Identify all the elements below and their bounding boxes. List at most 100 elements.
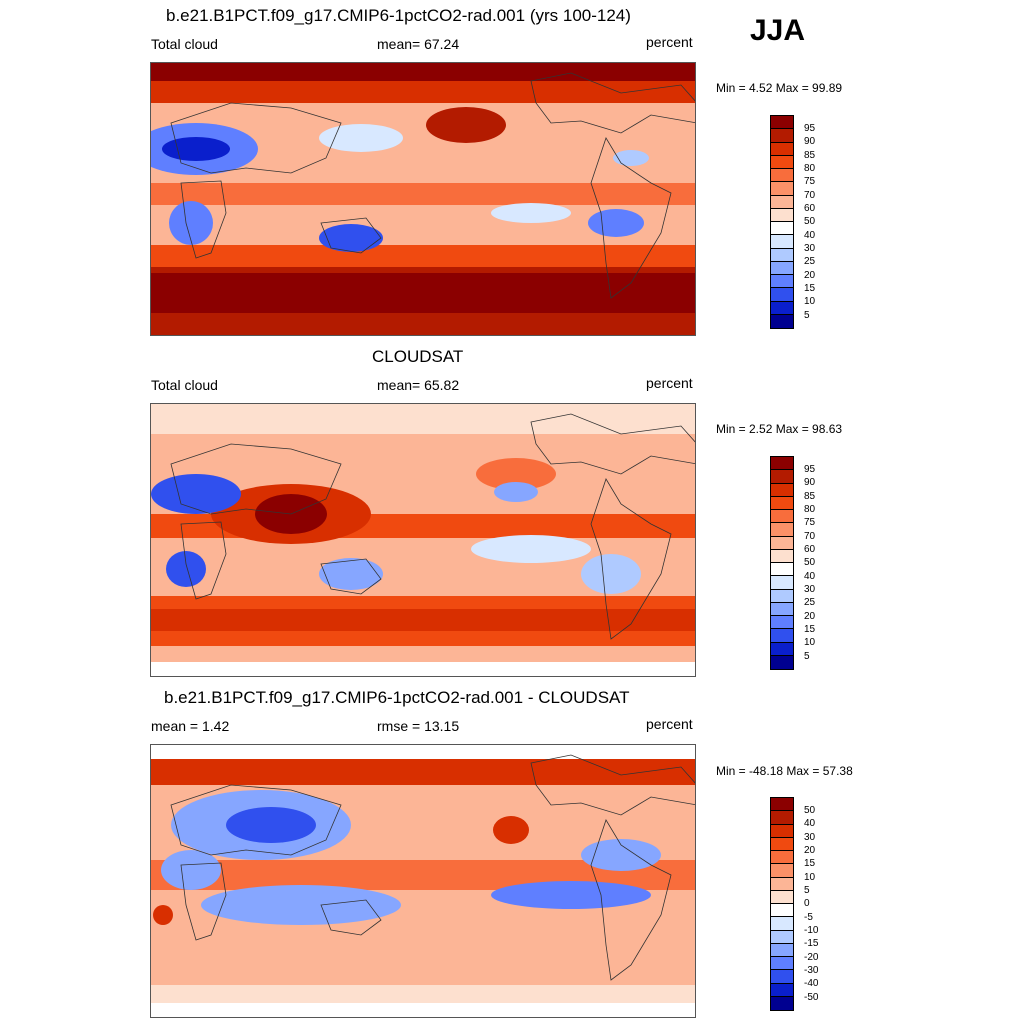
panel-1-colorbar-tick: 5 — [804, 310, 810, 321]
colorbar-segment — [771, 222, 793, 236]
panel-2-units-label: percent — [646, 375, 693, 391]
panel-2-colorbar-tick: 10 — [804, 637, 816, 648]
colorbar-segment — [771, 957, 793, 971]
panel-2-map — [150, 403, 696, 677]
colorbar-segment — [771, 917, 793, 931]
panel-2-colorbar-tick: 95 — [804, 464, 816, 475]
panel-2-colorbar-tick: 90 — [804, 477, 816, 488]
panel-3-colorbar-tick: 10 — [804, 872, 816, 883]
panel-1-colorbar-tick: 80 — [804, 163, 816, 174]
panel-1-contour-field — [151, 63, 695, 335]
panel-1-colorbar-tick: 20 — [804, 270, 816, 281]
panel-3-colorbar-tick: -5 — [804, 912, 813, 923]
colorbar-segment — [771, 904, 793, 918]
colorbar-segment — [771, 811, 793, 825]
panel-1-title: b.e21.B1PCT.f09_g17.CMIP6-1pctCO2-rad.00… — [166, 6, 631, 25]
panel-3-colorbar-tick: 40 — [804, 818, 816, 829]
colorbar-segment — [771, 301, 793, 315]
colorbar-segment — [771, 155, 793, 169]
colorbar-segment — [771, 457, 793, 471]
colorbar-segment — [771, 248, 793, 262]
colorbar-segment — [771, 943, 793, 957]
colorbar-segment — [771, 523, 793, 537]
colorbar-segment — [771, 496, 793, 510]
colorbar-segment — [771, 970, 793, 984]
panel-2-colorbar-tick: 30 — [804, 584, 816, 595]
colorbar-segment — [771, 983, 793, 997]
panel-3-colorbar-tick: 5 — [804, 885, 810, 896]
colorbar-segment — [771, 642, 793, 656]
colorbar-segment — [771, 629, 793, 643]
colorbar-segment — [771, 314, 793, 328]
panel-1-colorbar-tick: 75 — [804, 176, 816, 187]
panel-2-variable-label: Total cloud — [151, 377, 218, 393]
panel-3-colorbar-tick: -40 — [804, 978, 819, 989]
panel-3-colorbar-tick: -10 — [804, 925, 819, 936]
panel-1-mean-label: mean= 67.24 — [377, 36, 460, 52]
colorbar-segment — [771, 536, 793, 550]
panel-2-colorbar-tick: 75 — [804, 517, 816, 528]
panel-2-colorbar-tick: 80 — [804, 504, 816, 515]
season-label: JJA — [750, 14, 806, 47]
panel-1-colorbar-tick: 40 — [804, 230, 816, 241]
panel-1-colorbar-tick: 90 — [804, 136, 816, 147]
panel-2-contour-field — [151, 404, 695, 676]
panel-2-mean-label: mean= 65.82 — [377, 377, 460, 393]
panel-3-contour-field — [151, 745, 695, 1017]
panel-3-units-label: percent — [646, 716, 693, 732]
colorbar-segment — [771, 208, 793, 222]
panel-1-colorbar — [770, 115, 794, 329]
colorbar-segment — [771, 563, 793, 577]
colorbar-segment — [771, 195, 793, 209]
panel-1-colorbar-tick: 15 — [804, 283, 816, 294]
panel-3-colorbar-tick: 0 — [804, 898, 810, 909]
panel-3-title: b.e21.B1PCT.f09_g17.CMIP6-1pctCO2-rad.00… — [164, 688, 630, 707]
panel-1-colorbar-tick: 30 — [804, 243, 816, 254]
panel-3-colorbar-tick: 30 — [804, 832, 816, 843]
panel-1-colorbar-tick: 70 — [804, 190, 816, 201]
colorbar-segment — [771, 655, 793, 669]
panel-1-colorbar-tick: 85 — [804, 150, 816, 161]
colorbar-segment — [771, 169, 793, 183]
colorbar-segment — [771, 235, 793, 249]
colorbar-segment — [771, 589, 793, 603]
panel-3-colorbar-tick: 50 — [804, 805, 816, 816]
colorbar-segment — [771, 864, 793, 878]
panel-3-minmax: Min = -48.18 Max = 57.38 — [716, 764, 853, 778]
colorbar-segment — [771, 824, 793, 838]
colorbar-segment — [771, 930, 793, 944]
panel-2-colorbar-tick: 50 — [804, 557, 816, 568]
colorbar-segment — [771, 616, 793, 630]
panel-1-colorbar-tick: 50 — [804, 216, 816, 227]
panel-2-colorbar — [770, 456, 794, 670]
panel-1-map — [150, 62, 696, 336]
panel-1-variable-label: Total cloud — [151, 36, 218, 52]
panel-3-colorbar-tick: -30 — [804, 965, 819, 976]
panel-3-rmse-label: rmse = 13.15 — [377, 718, 460, 734]
colorbar-segment — [771, 182, 793, 196]
panel-1-colorbar-tick: 10 — [804, 296, 816, 307]
panel-2-colorbar-tick: 20 — [804, 611, 816, 622]
colorbar-segment — [771, 576, 793, 590]
colorbar-segment — [771, 261, 793, 275]
colorbar-segment — [771, 288, 793, 302]
colorbar-segment — [771, 510, 793, 524]
panel-2-title: CLOUDSAT — [372, 347, 464, 366]
colorbar-segment — [771, 483, 793, 497]
panel-3-colorbar-tick: -20 — [804, 952, 819, 963]
colorbar-segment — [771, 798, 793, 812]
colorbar-segment — [771, 890, 793, 904]
panel-1-minmax: Min = 4.52 Max = 99.89 — [716, 81, 843, 95]
panel-1-colorbar-tick: 60 — [804, 203, 816, 214]
panel-1-units-label: percent — [646, 34, 693, 50]
panel-3-colorbar-tick: 15 — [804, 858, 816, 869]
panel-2-colorbar-tick: 70 — [804, 531, 816, 542]
panel-2-minmax: Min = 2.52 Max = 98.63 — [716, 422, 843, 436]
panel-2-colorbar-tick: 5 — [804, 651, 810, 662]
colorbar-segment — [771, 877, 793, 891]
panel-2-colorbar-tick: 85 — [804, 491, 816, 502]
panel-1-colorbar-tick: 95 — [804, 123, 816, 134]
panel-2-colorbar-tick: 15 — [804, 624, 816, 635]
panel-3-colorbar-tick: -50 — [804, 992, 819, 1003]
colorbar-segment — [771, 116, 793, 130]
